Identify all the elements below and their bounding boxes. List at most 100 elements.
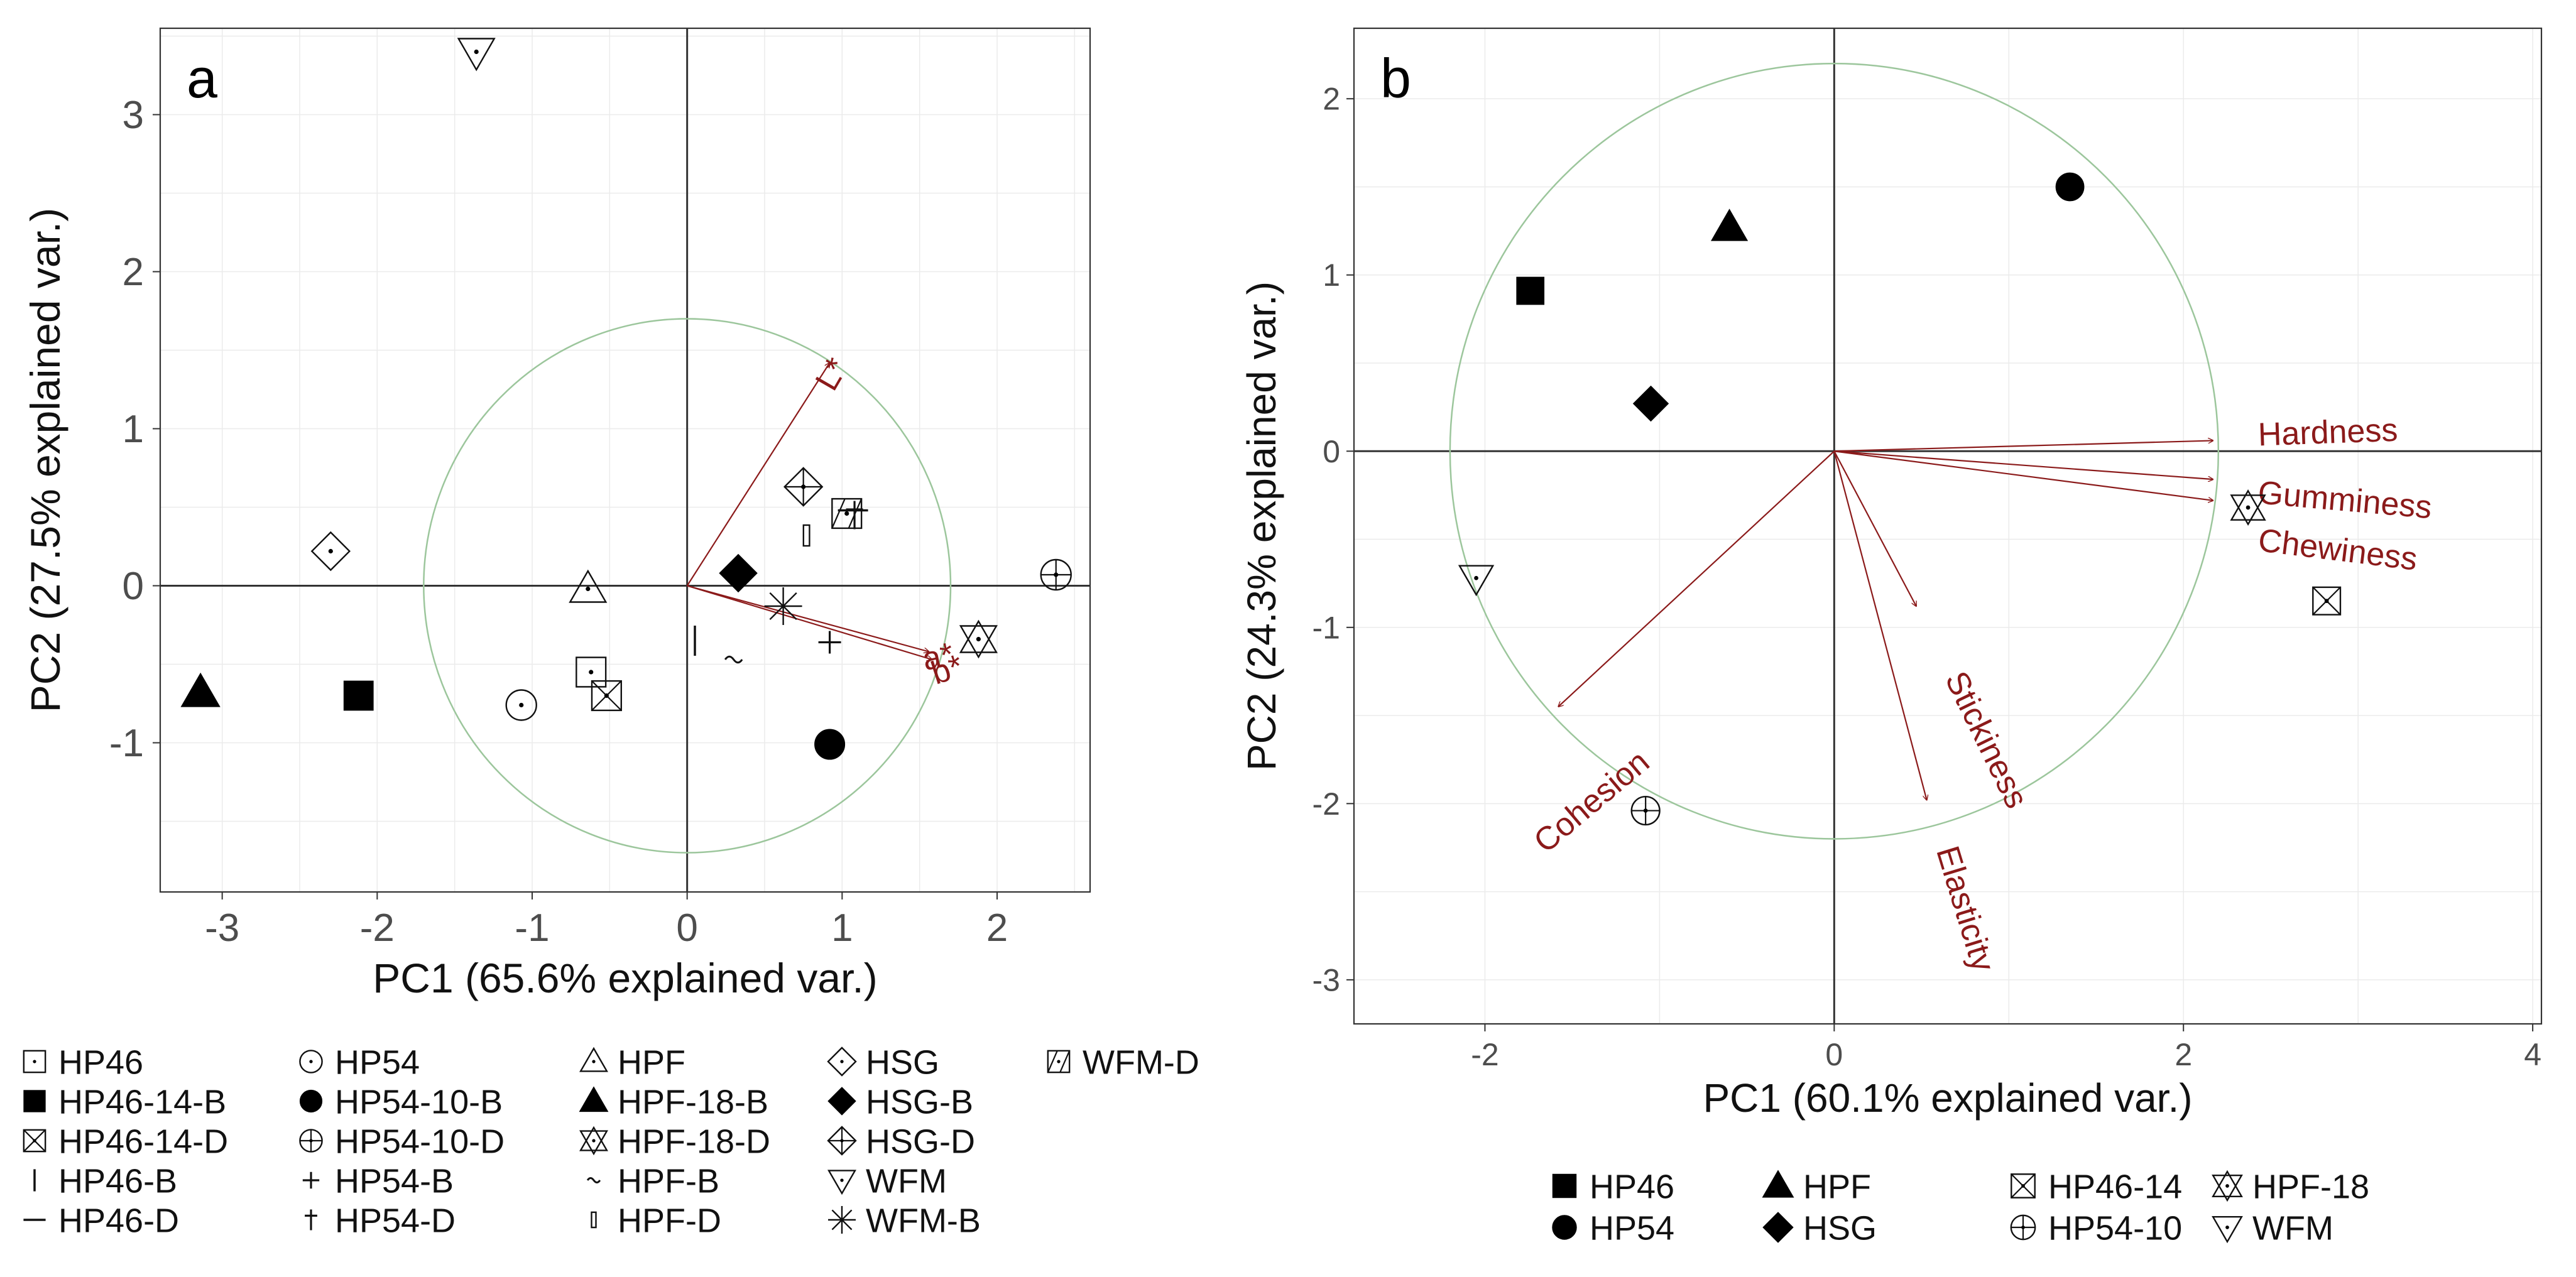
legend-key-hp46-14-d: [23, 1129, 46, 1153]
legend-key-hp54: [299, 1050, 323, 1073]
correlation-circle: [1449, 62, 2220, 840]
x-tick-label: 4: [2524, 1037, 2541, 1072]
point-hp54: [505, 689, 537, 721]
loading-arrow-gumminess: [1834, 450, 2213, 479]
x-tick-label: 2: [2175, 1037, 2192, 1072]
panel-label: a: [187, 47, 217, 109]
legend-key-hpf-d: [591, 1211, 597, 1229]
plot-border: [1353, 27, 2543, 1025]
point-hsg: [1632, 385, 1669, 422]
legend-key-hp46-14-b: [23, 1090, 46, 1112]
panel-label: b: [1380, 47, 1411, 109]
legend-key-hp54-b: [302, 1171, 320, 1189]
point-wfm: [1458, 565, 1495, 597]
legend-label-hpf-d: HPF-D: [618, 1202, 721, 1239]
y-tick-label: 2: [1323, 82, 1340, 117]
x-tick-label: -3: [205, 906, 239, 950]
legend-label-hpf: HPF: [1803, 1168, 1871, 1205]
legend-label-hpf-b: HPF-B: [618, 1162, 719, 1200]
point-hsg-d: [783, 467, 824, 507]
legend-key-hpf: [1762, 1170, 1794, 1198]
legend-key-hsg-d: [827, 1126, 857, 1156]
legend-label-hsg-b: HSG-B: [866, 1083, 973, 1121]
legend-label-hp46-14-b: HP46-14-B: [58, 1083, 226, 1121]
point-hp46: [576, 656, 607, 688]
x-tick-label: 2: [986, 906, 1008, 950]
loading-arrow-stickiness: [1833, 450, 1916, 606]
point-hp46-14-d: [591, 680, 623, 712]
legend-label-wfm-d: WFM-D: [1083, 1043, 1199, 1081]
plot-background: [160, 28, 1090, 892]
legend-key-hp54: [1552, 1215, 1577, 1240]
legend-label-hp46: HP46: [58, 1043, 143, 1081]
points: [1458, 172, 2342, 826]
legend-key-hp54-10: [2010, 1214, 2036, 1241]
point-hpf-18-b: [180, 672, 221, 707]
point-wfm: [457, 38, 496, 72]
legend-key-wfm-d: [1047, 1050, 1071, 1073]
legend-key-hp54-10-b: [299, 1089, 323, 1113]
loading-arrow-b-star: [687, 585, 932, 660]
legend-key-hp46: [23, 1050, 46, 1073]
point-wfm-b: [764, 587, 802, 625]
legend-key-hpf: [579, 1046, 608, 1072]
point-hp46-14-b: [343, 680, 374, 711]
legend-key-hp46: [1552, 1173, 1577, 1198]
legend-label-hp54-10-b: HP54-10-B: [335, 1083, 503, 1121]
point-hp54-b: [818, 631, 841, 654]
loading-arrow-a-star: [687, 585, 929, 652]
legend-key-hsg: [827, 1046, 857, 1077]
legend-key-wfm: [2212, 1216, 2243, 1244]
y-tick-label: 2: [123, 251, 144, 294]
point-hpf: [569, 569, 608, 603]
y-tick-label: 1: [123, 408, 144, 451]
legend-label-hsg: HSG: [1803, 1209, 1877, 1247]
y-tick-label: -1: [1313, 610, 1340, 645]
loading-arrow-elasticity: [1833, 450, 1926, 800]
legend: HP46 HP54 HPF HSG HP46-14 HP54-10 HPF-18 WFM: [1552, 1168, 2369, 1247]
point-hp46-14: [2312, 586, 2342, 616]
y-tick-label: 1: [1323, 258, 1340, 293]
legend-label-hp54: HP54: [1590, 1209, 1674, 1247]
legend-key-hsg-b: [827, 1087, 856, 1116]
x-axis-label: PC1 (65.6% explained var.): [373, 955, 877, 1001]
legend-label-hp54-10: HP54-10: [2048, 1209, 2182, 1247]
legend-key-wfm-b: [828, 1206, 856, 1234]
x-tick-label: -1: [515, 906, 549, 950]
point-hp46: [1516, 276, 1545, 305]
legend-key-hp54-d: [305, 1209, 317, 1231]
legend: HP46HP46-14-BHP46-14-DHP46-BHP46-DHP54HP…: [23, 1043, 1199, 1239]
legend-label-hp46-d: HP46-D: [58, 1202, 179, 1239]
legend-key-hp54-10-d: [299, 1129, 323, 1153]
legend-key-hpf-18-b: [579, 1086, 609, 1112]
point-hp54-10-b: [814, 729, 846, 760]
legend-key-hp46-14: [2011, 1173, 2036, 1198]
point-hpf: [1710, 209, 1749, 241]
plot-border: [159, 27, 1091, 893]
y-tick-label: -1: [109, 722, 144, 765]
y-axis-label: PC2 (24.3% explained var.): [1239, 281, 1284, 771]
loading-label-hardness: Hardness: [2257, 412, 2398, 454]
legend-label-hp54-10-d: HP54-10-D: [335, 1122, 505, 1160]
legend-key-hpf-18-d: [579, 1126, 608, 1156]
y-tick-label: 3: [123, 94, 144, 137]
legend-key-hsg: [1762, 1212, 1794, 1243]
legend-label-wfm: WFM: [866, 1162, 947, 1200]
y-tick-label: 0: [1323, 434, 1340, 469]
legend-label-hp54-b: HP54-B: [335, 1162, 454, 1200]
point-hp54-10-d: [1040, 558, 1072, 591]
legend-label-wfm: WFM: [2252, 1209, 2333, 1247]
points: [180, 38, 1072, 760]
x-tick-label: 0: [1825, 1037, 1843, 1072]
legend-label-hp54: HP54: [335, 1043, 420, 1081]
legend-label-hp54-d: HP54-D: [335, 1202, 456, 1239]
y-tick-label: -3: [1313, 962, 1340, 997]
loading-arrow-cohesion: [1558, 450, 1835, 707]
legend-label-hsg: HSG: [866, 1043, 939, 1081]
point-hpf-d: [802, 524, 810, 547]
legend-label-hpf-18-b: HPF-18-B: [618, 1083, 768, 1121]
plot-background: [1354, 28, 2541, 1024]
legend-label-hpf-18: HPF-18: [2252, 1168, 2369, 1205]
y-axis-label: PC2 (27.5% explained var.): [22, 208, 68, 712]
